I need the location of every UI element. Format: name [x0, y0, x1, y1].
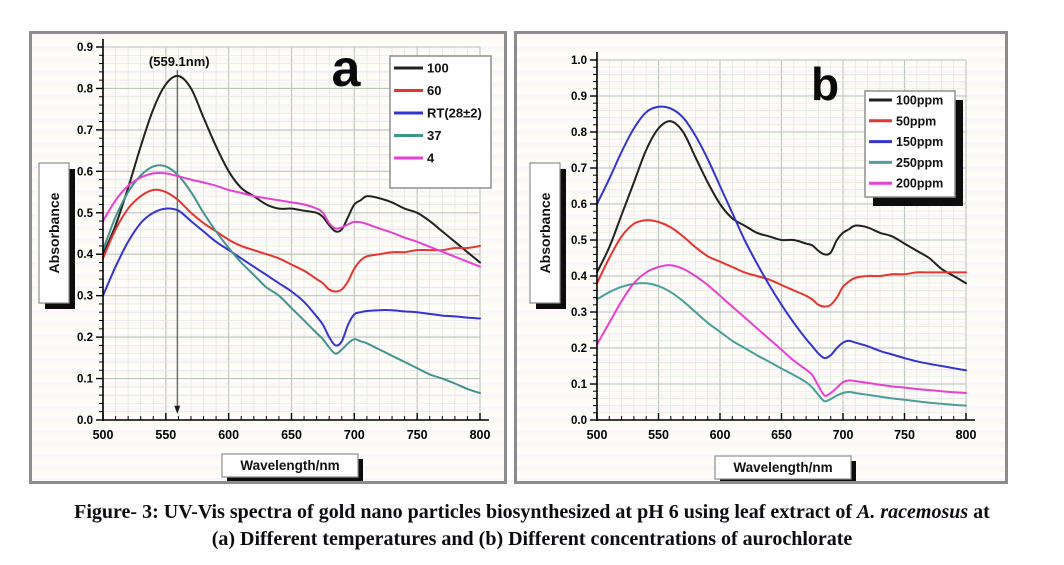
svg-text:0.0: 0.0 [571, 415, 587, 427]
svg-text:Absorbance: Absorbance [46, 192, 62, 273]
svg-text:0.3: 0.3 [571, 307, 587, 319]
svg-text:500: 500 [93, 428, 114, 442]
axes-b: 500 550 600 650 700 750 800 0.0 0.1 0.2 0.3 0.4 0.5 0… [571, 52, 976, 442]
svg-text:0.8: 0.8 [571, 127, 588, 139]
svg-text:150ppm: 150ppm [896, 135, 943, 149]
curve-150ppm [596, 105, 967, 372]
svg-text:0.9: 0.9 [571, 91, 587, 103]
chart-b-svg: 500 550 600 650 700 750 800 0.0 0.1 0.2 0.3 0.4 0.5 0… [529, 52, 976, 481]
panel-label-b: b [811, 58, 839, 110]
svg-text:700: 700 [344, 428, 365, 442]
svg-text:550: 550 [155, 428, 176, 442]
svg-text:650: 650 [771, 428, 792, 442]
svg-text:0.0: 0.0 [77, 415, 93, 427]
legend-a: 100 60 RT(28±2) 37 4 [389, 55, 492, 189]
chart-a-svg: 500 550 600 650 700 750 800 0.0 0.1 0.2 0.3 0.4 0.5 0… [38, 39, 492, 481]
svg-text:750: 750 [894, 428, 915, 442]
curve-200ppm [596, 264, 967, 397]
ylabel-box-a: Absorbance [38, 162, 75, 309]
xlabel-box-a: Wavelength/nm [221, 453, 363, 481]
svg-text:Wavelength/nm: Wavelength/nm [240, 458, 339, 473]
caption-line-2: (a) Different temperatures and (b) Diffe… [211, 528, 853, 550]
panel-label-a: a [332, 40, 362, 98]
svg-text:Absorbance: Absorbance [537, 192, 553, 273]
svg-text:0.2: 0.2 [571, 343, 587, 355]
series-curves-b [596, 105, 967, 407]
svg-text:RT(28±2): RT(28±2) [427, 106, 482, 121]
panel-b: 500 550 600 650 700 750 800 0.0 0.1 0.2 0.3 0.4 0.5 0… [514, 31, 1008, 484]
caption-line-1: Figure- 3: UV-Vis spectra of gold nano p… [0, 499, 1064, 526]
svg-text:500: 500 [587, 428, 608, 442]
annotation-559nm-text: (559.1nm) [149, 54, 210, 69]
figure-caption: Figure- 3: UV-Vis spectra of gold nano p… [0, 499, 1064, 553]
svg-text:60: 60 [427, 83, 441, 98]
svg-text:0.1: 0.1 [77, 374, 94, 386]
svg-text:250ppm: 250ppm [896, 156, 943, 170]
svg-text:50ppm: 50ppm [896, 114, 936, 128]
svg-text:600: 600 [218, 428, 239, 442]
curve-60 [102, 188, 481, 293]
svg-text:100: 100 [427, 61, 449, 76]
annotation-559nm-arrow [174, 70, 181, 414]
svg-text:0.5: 0.5 [571, 235, 588, 247]
caption-species-italic: A. racemosus [857, 501, 969, 523]
svg-text:1.0: 1.0 [571, 55, 587, 67]
caption-text-suffix: at [968, 501, 990, 523]
svg-text:0.9: 0.9 [77, 42, 93, 54]
curve-100 [102, 74, 481, 264]
svg-text:0.7: 0.7 [571, 163, 587, 175]
svg-text:Wavelength/nm: Wavelength/nm [733, 460, 832, 475]
svg-text:100ppm: 100ppm [896, 94, 943, 108]
curve-100ppm [596, 120, 967, 285]
svg-text:0.8: 0.8 [77, 83, 94, 95]
svg-text:4: 4 [427, 151, 435, 166]
curve-250ppm [596, 282, 967, 407]
axes-a: 500 550 600 650 700 750 800 0.0 0.1 0.2 0.3 0.4 0.5 0… [77, 39, 490, 442]
svg-text:650: 650 [281, 428, 302, 442]
curve-RT(28±2) [102, 207, 481, 347]
svg-text:550: 550 [648, 428, 669, 442]
svg-text:800: 800 [956, 428, 977, 442]
series-curves-a [102, 74, 481, 395]
svg-text:700: 700 [833, 428, 854, 442]
curve-50ppm [596, 219, 967, 308]
legend-b: 100ppm 50ppm 150ppm 250ppm 200ppm [864, 90, 963, 206]
curve-37 [102, 164, 481, 395]
svg-text:0.2: 0.2 [77, 332, 93, 344]
curve-4 [102, 171, 481, 268]
svg-text:0.5: 0.5 [77, 208, 94, 220]
xlabel-box-b: Wavelength/nm [714, 455, 856, 481]
svg-text:750: 750 [407, 428, 428, 442]
svg-text:0.4: 0.4 [77, 249, 94, 261]
ylabel-box-b: Absorbance [529, 162, 566, 309]
svg-text:600: 600 [710, 428, 731, 442]
svg-text:37: 37 [427, 128, 441, 143]
svg-text:800: 800 [470, 428, 491, 442]
svg-text:0.3: 0.3 [77, 291, 93, 303]
panel-a: 500 550 600 650 700 750 800 0.0 0.1 0.2 0.3 0.4 0.5 0… [29, 31, 507, 484]
caption-text: Figure- 3: UV-Vis spectra of gold nano p… [74, 501, 858, 523]
svg-text:0.6: 0.6 [571, 199, 587, 211]
svg-text:0.1: 0.1 [571, 379, 588, 391]
svg-text:0.7: 0.7 [77, 125, 93, 137]
svg-text:0.4: 0.4 [571, 271, 588, 283]
svg-text:0.6: 0.6 [77, 166, 93, 178]
svg-text:200ppm: 200ppm [896, 177, 943, 191]
